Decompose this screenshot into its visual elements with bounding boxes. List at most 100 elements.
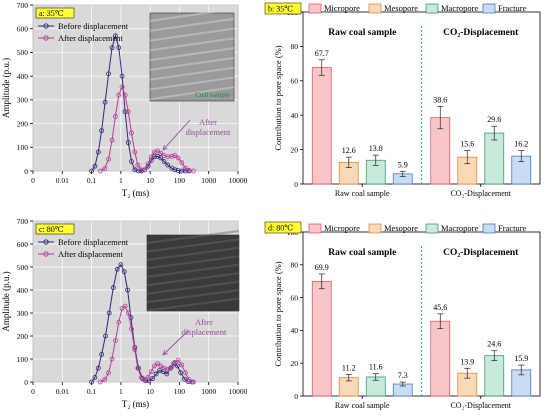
y-tick-label: 600 [17, 25, 29, 34]
bar-macropore [484, 355, 505, 397]
data-point [165, 162, 171, 168]
data-point [172, 360, 178, 365]
data-point [161, 159, 167, 164]
y-tick-label: 0 [24, 378, 28, 387]
y-tick-label: 100 [17, 143, 29, 152]
bar-micropore [311, 67, 332, 185]
inset-photo-caption: Coal sample [195, 91, 230, 99]
y-tick-label: 200 [17, 119, 29, 128]
inset-photo-texture [146, 238, 240, 253]
y-tick-label: 300 [17, 309, 29, 318]
legend-swatch [425, 3, 439, 14]
legend-swatch [482, 223, 496, 234]
data-point [119, 73, 125, 79]
y-axis-label: Contribution to pore space (%) [273, 261, 283, 366]
legend-swatch-marker [43, 23, 49, 29]
data-point [155, 361, 161, 367]
legend-swatch [308, 223, 322, 234]
data-point [89, 168, 94, 174]
data-label: 45.6 [433, 303, 447, 312]
data-point [106, 156, 111, 162]
data-point [97, 379, 103, 385]
data-point [135, 162, 141, 168]
inset-photo-texture [149, 47, 235, 62]
data-point [112, 114, 118, 119]
data-point [169, 153, 175, 159]
y-tick-label: 400 [17, 72, 29, 81]
data-point [148, 369, 154, 375]
y-tick-label: 60 [291, 77, 299, 86]
inset-photo-texture [146, 246, 240, 261]
data-point [175, 155, 181, 161]
legend-swatch [482, 3, 496, 14]
annotation-text: After displacement [186, 117, 231, 137]
x-tick-label: 1 [119, 176, 123, 185]
y-tick-label: 60 [291, 293, 299, 302]
data-point [129, 159, 134, 164]
data-label: 15.6 [460, 140, 474, 149]
data-point [125, 109, 131, 115]
data-label: 29.6 [487, 115, 501, 124]
data-point [168, 365, 174, 371]
y-tick-label: 0 [294, 180, 298, 189]
inset-photo-texture [149, 56, 235, 71]
data-point [99, 128, 104, 134]
x-axis-label: T₂ (ms) [122, 399, 149, 409]
inset-photo-texture [149, 17, 235, 32]
panel-label-box [264, 221, 302, 234]
x-tick-label: 100 [174, 387, 186, 396]
y-tick-label: 200 [17, 332, 29, 341]
data-point [153, 371, 159, 377]
bar-macropore [484, 132, 505, 185]
panel-label: a: 35℃ [39, 9, 64, 18]
data-point [99, 351, 104, 357]
data-point [112, 33, 118, 39]
annotation-arrow-shaft [162, 119, 191, 151]
legend-swatch-marker [43, 251, 49, 257]
data-point [109, 356, 115, 362]
data-point [121, 269, 127, 275]
inset-photo-texture [146, 263, 240, 278]
inset-photo-texture [149, 86, 235, 101]
data-point [122, 92, 128, 98]
data-label: 13.9 [460, 357, 474, 366]
x-tick-label: 1000 [201, 387, 216, 396]
inset-photo-texture [146, 255, 240, 270]
annotation-arrow-head [162, 350, 168, 356]
x-tick-label: 0.01 [56, 176, 69, 185]
panel-label: b: 35℃ [268, 5, 293, 14]
data-point [132, 149, 138, 155]
data-point [158, 363, 164, 369]
data-point [172, 167, 178, 173]
data-point [122, 109, 128, 115]
data-point [119, 305, 125, 311]
inset-photo-texture [146, 280, 240, 295]
data-point [116, 45, 122, 51]
data-point [102, 99, 108, 105]
data-point [136, 168, 141, 174]
group-title: Raw coal sample [328, 28, 396, 38]
x-tick-label: CO₂-Displacement [450, 401, 511, 410]
group-title: CO₂-Displacement [443, 28, 519, 38]
x-tick-label: 0.1 [87, 176, 97, 185]
panel-label: c: 80℃ [39, 225, 64, 234]
data-point [95, 149, 101, 155]
inset-coal-photo [146, 229, 240, 312]
legend-label: Mesopore [384, 223, 418, 233]
x-tick-label: 10 [146, 387, 154, 396]
panel-label: d: 80℃ [268, 224, 293, 233]
y-tick-label: 100 [17, 355, 29, 364]
x-axis-label: T₂ (ms) [122, 188, 149, 198]
y-tick-label: 600 [17, 240, 29, 249]
data-point [150, 376, 155, 381]
x-tick-label: 0.1 [87, 387, 97, 396]
bar-micropore [311, 280, 332, 397]
panel-label-box [35, 7, 75, 19]
data-point [186, 377, 192, 383]
data-point [135, 365, 141, 371]
inset-photo-texture [149, 37, 235, 52]
legend-label: Macropore [441, 223, 479, 233]
data-label: 38.6 [433, 95, 447, 104]
x-tick-label: 10000 [229, 387, 248, 396]
data-point [191, 379, 196, 385]
